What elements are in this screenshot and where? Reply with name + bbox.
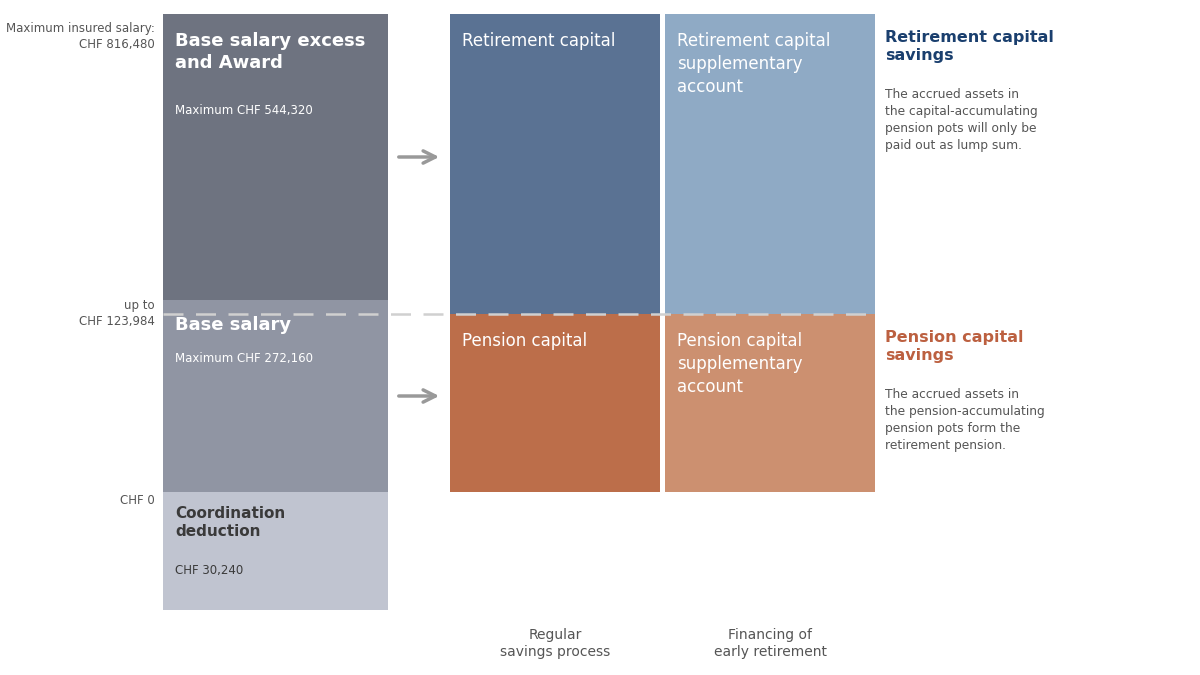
Text: Pension capital
savings: Pension capital savings [886, 330, 1024, 363]
Text: The accrued assets in
the capital-accumulating
pension pots will only be
paid ou: The accrued assets in the capital-accumu… [886, 88, 1038, 152]
Bar [163, 14, 388, 300]
Text: Pension capital: Pension capital [462, 332, 587, 350]
Text: Regular
savings process: Regular savings process [500, 628, 610, 659]
Bar [665, 14, 875, 314]
Bar [450, 14, 660, 314]
Text: Maximum insured salary:
CHF 816,480: Maximum insured salary: CHF 816,480 [6, 22, 155, 51]
Bar [163, 300, 388, 492]
Bar [665, 314, 875, 492]
Text: Pension capital
supplementary
account: Pension capital supplementary account [677, 332, 803, 396]
Text: CHF 30,240: CHF 30,240 [175, 564, 244, 577]
Text: Base salary: Base salary [175, 316, 292, 334]
Text: Retirement capital
supplementary
account: Retirement capital supplementary account [677, 32, 830, 96]
Text: Maximum CHF 544,320: Maximum CHF 544,320 [175, 104, 313, 117]
Text: Retirement capital
savings: Retirement capital savings [886, 30, 1054, 63]
Text: Coordination
deduction: Coordination deduction [175, 506, 286, 539]
Text: up to
CHF 123,984: up to CHF 123,984 [79, 300, 155, 329]
Text: Maximum CHF 272,160: Maximum CHF 272,160 [175, 352, 313, 365]
Text: Financing of
early retirement: Financing of early retirement [714, 628, 827, 659]
Bar [163, 492, 388, 610]
Text: CHF 0: CHF 0 [120, 494, 155, 507]
Bar [450, 314, 660, 492]
Text: The accrued assets in
the pension-accumulating
pension pots form the
retirement : The accrued assets in the pension-accumu… [886, 388, 1045, 452]
Text: Base salary excess
and Award: Base salary excess and Award [175, 32, 365, 72]
Text: Retirement capital: Retirement capital [462, 32, 616, 50]
